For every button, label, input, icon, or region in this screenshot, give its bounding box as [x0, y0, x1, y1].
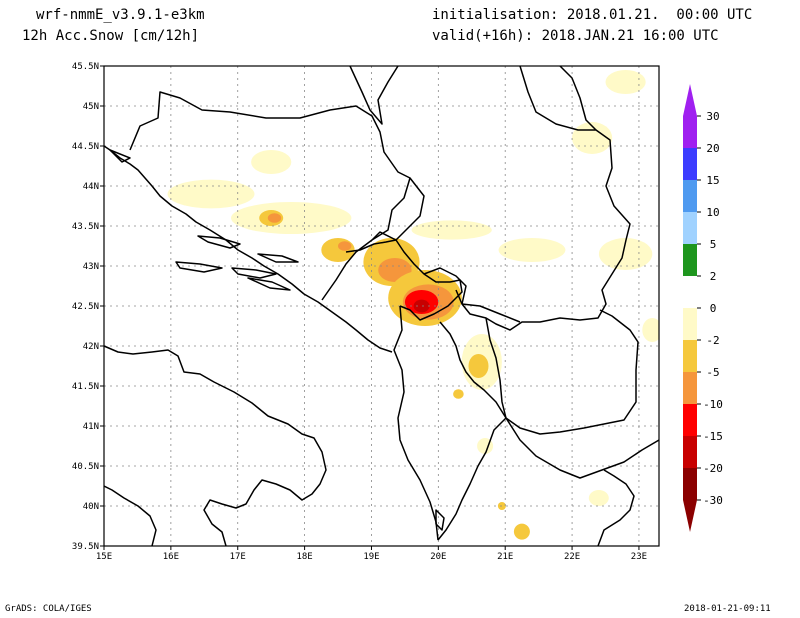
snow-area-25: [642, 318, 659, 342]
legend-label: 2: [710, 270, 717, 283]
legend-label: -10: [703, 398, 723, 411]
footer-credit: GrADS: COLA/IGES: [5, 604, 92, 614]
variable-title: 12h Acc.Snow [cm/12h]: [22, 28, 200, 44]
legend-label: 5: [710, 238, 717, 251]
legend-swatch: [683, 276, 697, 308]
legend-label: -5: [706, 366, 719, 379]
snow-area-1: [231, 202, 352, 234]
island-5: [257, 253, 299, 263]
lat-tick-label: 42N: [83, 342, 99, 352]
snow-area-14: [498, 238, 566, 262]
lon-tick-label: 15E: [96, 552, 112, 562]
model-title: wrf-nmmE_v3.9.1-e3km: [36, 7, 205, 23]
footer-timestamp: 2018-01-21-09:11: [684, 604, 771, 614]
lon-tick-label: 20E: [430, 552, 446, 562]
legend-label: 10: [706, 206, 719, 219]
legend-swatch: [683, 180, 697, 212]
lon-tick-label: 22E: [564, 552, 580, 562]
legend-swatch: [683, 436, 697, 468]
coastline-borders: [104, 66, 659, 546]
snow-area-5: [321, 238, 355, 262]
island-3: [231, 267, 277, 279]
snow-area-19: [468, 354, 489, 378]
snow-accumulation-layer: [167, 70, 659, 540]
legend-swatch: [683, 244, 697, 276]
legend-label: -30: [703, 494, 723, 507]
lat-tick-label: 41.5N: [72, 382, 99, 392]
serbia-north-border: [349, 66, 399, 125]
serbia-east-border: [455, 66, 631, 331]
legend-label: 20: [706, 142, 719, 155]
italy-coastline: [104, 345, 327, 546]
macedonia-border: [461, 303, 639, 435]
lat-tick-label: 40.5N: [72, 462, 99, 472]
snow-area-12: [413, 299, 430, 313]
lat-tick-label: 44.5N: [72, 142, 99, 152]
legend-label: -20: [703, 462, 723, 475]
axis-tick-labels: 15E 16E 17E 18E 19E 20E 21E 22E 23E 45.5N 45N 44.5N…: [72, 62, 647, 562]
serbia-border: [371, 177, 425, 241]
initialisation-time: initialisation: 2018.01.21. 00:00 UTC: [432, 7, 753, 23]
island-4: [247, 277, 291, 291]
legend-swatch: [683, 212, 697, 244]
legend-swatch: [683, 148, 697, 180]
legend-swatch: [683, 404, 697, 436]
lon-tick-label: 16E: [163, 552, 179, 562]
hungary-romania-border: [559, 66, 597, 131]
snow-area-2: [251, 150, 292, 174]
legend-arrow-top: [683, 84, 697, 116]
snow-area-13: [411, 220, 492, 240]
legend-swatch: [683, 468, 697, 500]
snow-area-4: [267, 213, 282, 223]
lon-tick-label: 18E: [296, 552, 312, 562]
lon-tick-label: 19E: [363, 552, 379, 562]
lat-tick-label: 45.5N: [72, 62, 99, 72]
lat-tick-label: 43N: [83, 262, 99, 272]
lat-tick-label: 39.5N: [72, 542, 99, 552]
legend-label: 30: [706, 110, 719, 123]
lon-tick-label: 21E: [497, 552, 513, 562]
legend-swatch: [683, 340, 697, 372]
legend-swatch: [683, 116, 697, 148]
italy-heel-coastline: [104, 485, 157, 546]
valid-time: valid(+16h): 2018.JAN.21 16:00 UTC: [432, 28, 719, 44]
legend-label: -15: [703, 430, 723, 443]
island-6: [109, 149, 131, 163]
lat-tick-label: 44N: [83, 182, 99, 192]
lat-tick-label: 45N: [83, 102, 99, 112]
snow-area-23: [513, 523, 530, 540]
legend-label: 0: [710, 302, 717, 315]
lat-tick-label: 42.5N: [72, 302, 99, 312]
lat-tick-label: 43.5N: [72, 222, 99, 232]
kosovo-border: [423, 267, 467, 305]
island-1: [197, 235, 241, 249]
lon-tick-label: 17E: [230, 552, 246, 562]
lat-tick-label: 40N: [83, 502, 99, 512]
montenegro-border: [345, 239, 463, 321]
snow-area-6: [338, 241, 352, 251]
snow-area-22: [588, 490, 609, 506]
croatia-coastline: [104, 145, 393, 353]
lon-tick-label: 23E: [631, 552, 647, 562]
snow-area-0: [167, 179, 255, 209]
legend-label: 15: [706, 174, 719, 187]
island-2: [175, 261, 223, 273]
snow-area-17: [605, 70, 646, 94]
bosnia-border: [129, 91, 411, 301]
snow-area-20: [453, 389, 464, 399]
legend-swatch: [683, 372, 697, 404]
lat-tick-label: 41N: [83, 422, 99, 432]
lat-lon-grid: [104, 66, 659, 546]
corfu-island: [435, 509, 445, 531]
legend-swatch: [683, 308, 697, 340]
greece-border: [505, 417, 659, 479]
greece-coast: [597, 469, 635, 546]
legend-arrow-bottom: [683, 500, 697, 532]
legend-label: -2: [706, 334, 719, 347]
